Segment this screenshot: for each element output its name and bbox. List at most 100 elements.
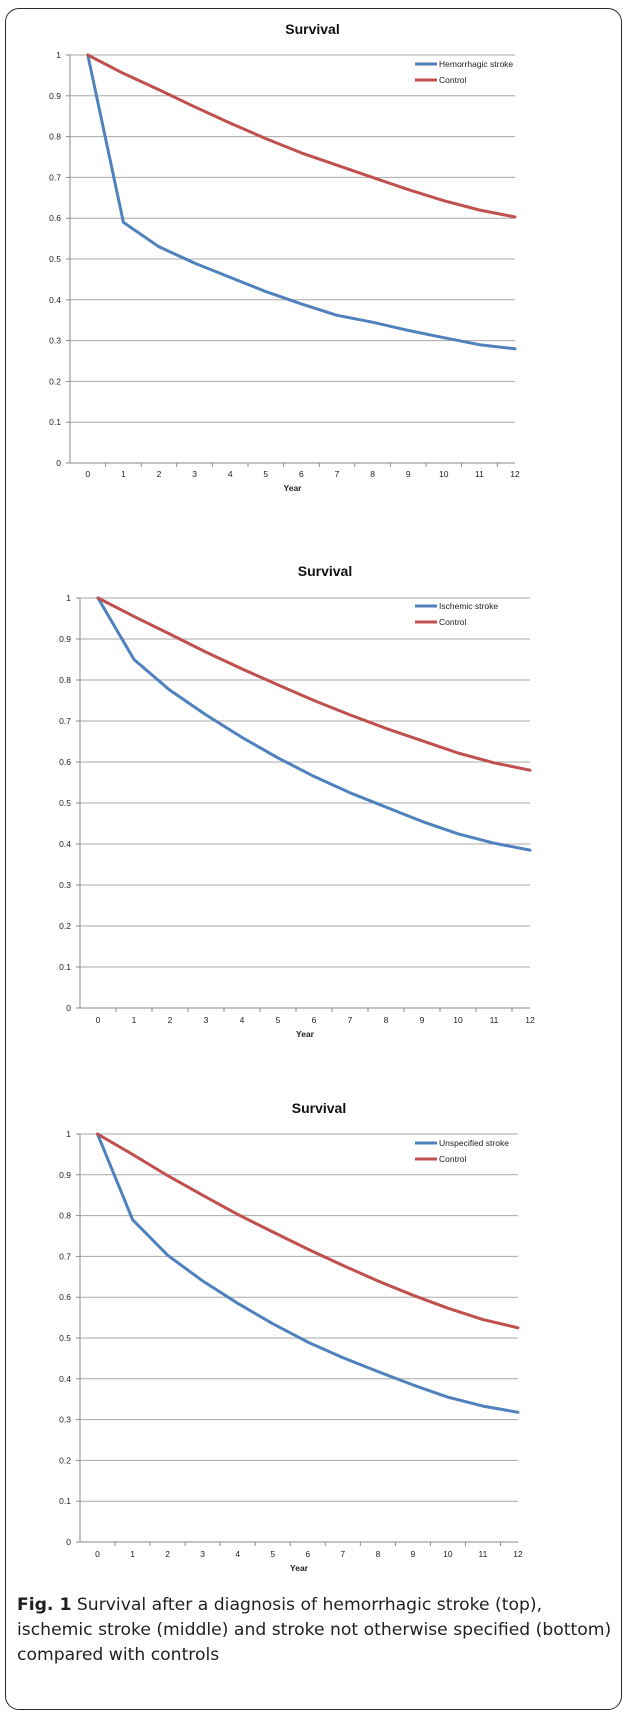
y-tick-label: 0.4 [49,295,61,305]
chart-title: Survival [292,1100,346,1116]
x-tick-label: 0 [95,1549,100,1559]
x-tick-label: 7 [335,469,340,479]
x-tick-label: 6 [312,1015,317,1025]
x-tick-label: 11 [479,1549,488,1559]
x-axis-title: Year [296,1029,315,1039]
x-tick-label: 7 [348,1015,353,1025]
y-tick-label: 0.2 [59,921,71,931]
x-tick-label: 0 [96,1015,101,1025]
y-tick-label: 0.9 [49,91,61,101]
y-tick-label: 0.7 [59,716,71,726]
series-line-control [96,596,532,772]
x-tick-label: 3 [204,1015,209,1025]
y-tick-label: 0.5 [49,254,61,264]
x-tick-label: 10 [443,1549,453,1559]
chart-panel-unspecified: Survival 0 0.1 0.2 0.3 0.4 0.5 0.6 0.7 0.8 0.9 1 0 1 2… [10,1098,600,1618]
x-tick-label: 8 [384,1015,389,1025]
figure-caption: Fig. 1 Survival after a diagnosis of hem… [17,1593,615,1668]
x-tick-label: 3 [200,1549,205,1559]
series-line-stroke [86,53,517,351]
x-tick-label: 5 [276,1015,281,1025]
x-tick-label: 11 [475,469,484,479]
x-tick-label: 3 [192,469,197,479]
chart-panel-hemorrhagic: Survival 0 0.1 0.2 0.3 0.4 0.5 0.6 0.7 0.8 0.9 1 0 1 2… [10,18,600,548]
x-tick-label: 1 [130,1549,135,1559]
x-tick-label: 8 [370,469,375,479]
y-tick-label: 0.1 [59,1496,71,1506]
x-tick-label: 9 [411,1549,416,1559]
figure-caption-text: Survival after a diagnosis of hemorrhagi… [17,1595,612,1665]
y-tick-label: 0 [56,458,61,468]
y-tick-label: 0.6 [49,213,61,223]
y-tick-label: 0.2 [59,1455,71,1465]
series-line-stroke [96,1132,520,1414]
y-tick-label: 0.4 [59,1374,71,1384]
y-tick-label: 0.3 [49,336,61,346]
y-tick-label: 0.6 [59,1292,71,1302]
x-tick-label: 9 [420,1015,425,1025]
x-tick-label: 1 [121,469,126,479]
y-tick-label: 0 [66,1003,71,1013]
x-tick-label: 5 [270,1549,275,1559]
x-tick-label: 9 [406,469,411,479]
x-axis-title: Year [284,483,303,493]
chart-title: Survival [298,563,352,579]
series-line-stroke [96,596,532,852]
y-tick-label: 0.1 [59,962,71,972]
legend-label: Ischemic stroke [439,601,498,611]
series-line-control [96,1132,520,1330]
y-tick-label: 0.9 [59,634,71,644]
x-tick-label: 1 [132,1015,137,1025]
y-tick-label: 0.4 [59,839,71,849]
y-tick-label: 0.1 [49,417,61,427]
y-tick-label: 0.8 [59,1211,71,1221]
y-tick-label: 1 [56,50,61,60]
x-axis-title: Year [290,1563,309,1573]
chart-title: Survival [285,21,339,37]
y-tick-label: 0 [66,1537,71,1547]
y-tick-label: 0.5 [59,798,71,808]
legend-label: Control [439,617,467,627]
x-tick-label: 4 [228,469,233,479]
y-tick-label: 0.2 [49,376,61,386]
x-tick-label: 8 [375,1549,380,1559]
y-tick-label: 0.5 [59,1333,71,1343]
x-tick-label: 4 [240,1015,245,1025]
x-tick-label: 5 [263,469,268,479]
y-tick-label: 0.3 [59,1415,71,1425]
x-tick-label: 0 [85,469,90,479]
legend-label: Control [439,1154,467,1164]
x-tick-label: 12 [510,469,520,479]
legend-label: Hemorrhagic stroke [439,59,513,69]
x-tick-label: 12 [513,1549,523,1559]
y-tick-label: 0.6 [59,757,71,767]
y-tick-label: 0.3 [59,880,71,890]
y-tick-label: 0.7 [59,1251,71,1261]
y-tick-label: 0.9 [59,1170,71,1180]
x-tick-label: 2 [168,1015,173,1025]
x-tick-label: 7 [340,1549,345,1559]
y-tick-label: 1 [66,593,71,603]
x-tick-label: 6 [299,469,304,479]
x-tick-label: 4 [235,1549,240,1559]
x-tick-label: 10 [453,1015,463,1025]
y-tick-label: 0.8 [49,132,61,142]
x-tick-label: 10 [439,469,449,479]
figure-frame [5,8,622,1710]
y-tick-label: 0.8 [59,675,71,685]
x-tick-label: 2 [157,469,162,479]
y-tick-label: 0.7 [49,172,61,182]
chart-panel-ischemic: Survival 0 0.1 0.2 0.3 0.4 0.5 0.6 0.7 0.8 0.9 1 0 1 2… [10,558,600,1098]
x-tick-label: 12 [525,1015,535,1025]
series-line-control [86,53,517,219]
legend-label: Unspecified stroke [439,1138,509,1148]
x-tick-label: 11 [490,1015,499,1025]
figure-label: Fig. 1 [17,1595,72,1615]
x-tick-label: 6 [305,1549,310,1559]
x-tick-label: 2 [165,1549,170,1559]
y-tick-label: 1 [66,1129,71,1139]
legend-label: Control [439,75,467,85]
